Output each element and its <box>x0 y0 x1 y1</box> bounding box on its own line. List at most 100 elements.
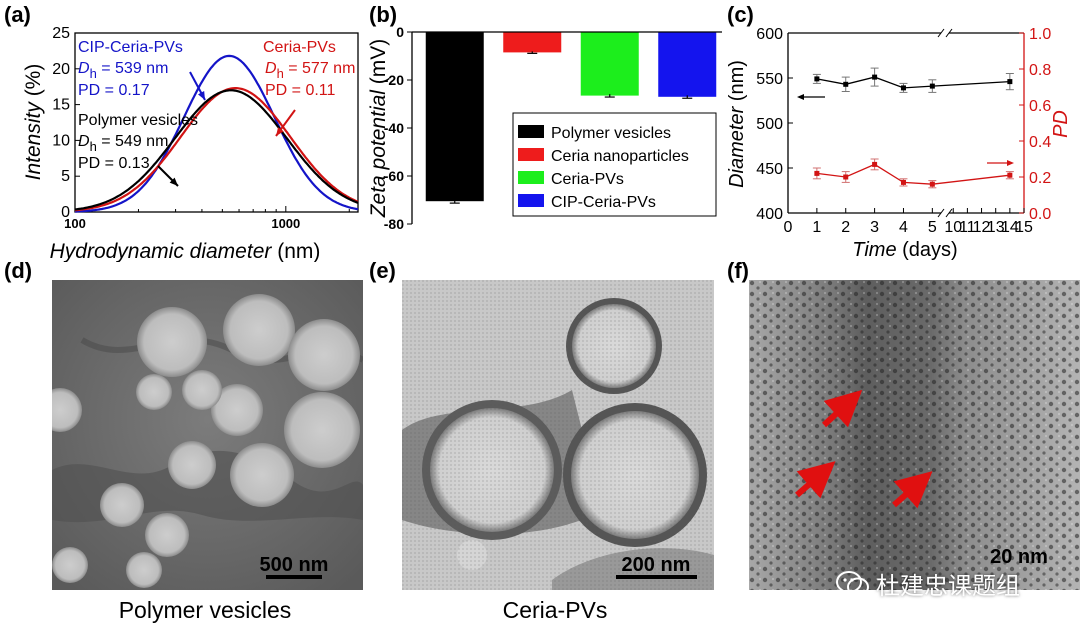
caption-polymer-vesicles: Polymer vesicles <box>118 597 292 623</box>
bar <box>425 32 484 202</box>
y-tick-label: 20 <box>52 61 70 78</box>
annotation-arrowhead <box>276 127 284 136</box>
y-tick-label: -60 <box>384 168 404 184</box>
y2-tick-label: 0.0 <box>1029 206 1051 223</box>
legend-swatch <box>518 148 544 161</box>
axis-indicator-arrowhead <box>797 94 804 100</box>
y-tick-label: 15 <box>52 97 70 114</box>
y-axis-label: Intensity (%) <box>22 64 45 181</box>
legend-label: Polymer vesicles <box>551 125 671 142</box>
panel-label-c: (c) <box>727 2 754 27</box>
annotation-arrowhead <box>197 91 205 100</box>
legend-swatch <box>518 194 544 207</box>
x-tick-label: 5 <box>928 219 937 236</box>
bar <box>580 32 639 96</box>
y-tick-label: 25 <box>52 25 70 42</box>
panel-label-a: (a) <box>4 2 31 27</box>
annotation-name: Ceria-PVs <box>263 39 336 56</box>
y-tick-label: 500 <box>756 116 783 133</box>
x-tick-label: 15 <box>1015 219 1033 236</box>
annotation-dh: Dh = 577 nm <box>265 60 355 81</box>
axis-indicator-arrowhead <box>1007 160 1014 166</box>
x-tick-label: 1000 <box>271 216 300 231</box>
axis-break <box>937 28 945 38</box>
x-tick-label: 4 <box>899 219 908 236</box>
data-point <box>900 85 906 91</box>
scale-bar-label-e: 200 nm <box>622 554 691 576</box>
panel-label-b: (b) <box>369 2 398 27</box>
scale-bar-label-f: 20 nm <box>990 546 1048 568</box>
tem-image-polymer-vesicles: 500 nm <box>52 280 363 590</box>
wechat-icon <box>836 570 869 596</box>
legend-swatch <box>518 171 544 184</box>
data-point <box>1007 172 1013 178</box>
x-axis-label: Time (days) <box>852 239 957 261</box>
x-tick-label: 0 <box>784 219 793 236</box>
annotation-arrowhead <box>169 177 178 186</box>
legend-label: Ceria nanoparticles <box>551 148 689 165</box>
y2-tick-label: 0.8 <box>1029 62 1051 79</box>
y-tick-label: 550 <box>756 71 783 88</box>
y-tick-label: 5 <box>61 168 70 185</box>
annotation-dh: Dh = 539 nm <box>78 60 168 81</box>
data-point <box>1007 79 1013 85</box>
x-tick-label: 10 <box>944 219 962 236</box>
x-tick-label: 3 <box>870 219 879 236</box>
watermark-text: 杜建忠课题组 <box>876 572 1020 600</box>
x-tick-label: 14 <box>1001 219 1019 236</box>
x-tick-label: 2 <box>841 219 850 236</box>
y2-tick-label: 0.2 <box>1029 170 1051 187</box>
y-tick-label: 450 <box>756 161 783 178</box>
y2-tick-label: 0.6 <box>1029 98 1051 115</box>
y-tick-label: 600 <box>756 26 783 43</box>
axis-break <box>945 208 953 218</box>
y-tick-label: -40 <box>384 120 404 136</box>
annotation-pd: PD = 0.11 <box>265 82 336 99</box>
y2-axis-label: PD <box>1050 110 1072 138</box>
tem-image-hr-membrane: 20 nm <box>749 280 1080 590</box>
x-tick-label: 12 <box>973 219 991 236</box>
bar <box>658 32 717 97</box>
annotation-dh: Dh = 549 nm <box>78 133 168 154</box>
data-point <box>843 174 849 180</box>
data-point <box>929 181 935 187</box>
data-point <box>872 161 878 167</box>
data-point <box>929 83 935 89</box>
series-line <box>75 54 359 213</box>
y2-tick-label: 1.0 <box>1029 26 1051 43</box>
watermark: 杜建忠课题组 <box>836 566 1020 601</box>
legend-label: CIP-Ceria-PVs <box>551 194 656 211</box>
x-tick-label: 11 <box>959 219 976 236</box>
y2-tick-label: 0.4 <box>1029 134 1051 151</box>
axis-break <box>945 28 953 38</box>
y-tick-label: 400 <box>756 206 783 223</box>
legend-box <box>512 112 717 217</box>
y-axis-label: Zeta potential (mV) <box>367 39 390 219</box>
panel-label-e: (e) <box>369 258 396 283</box>
annotation-pd: PD = 0.13 <box>78 155 150 172</box>
y-tick-label: -80 <box>384 216 404 232</box>
data-point <box>843 81 849 87</box>
panel-label-d: (d) <box>4 258 33 283</box>
x-tick-label: 13 <box>987 219 1005 236</box>
legend-label: Ceria-PVs <box>551 171 624 188</box>
chart-a-dls-distribution: 0 5 10 15 20 25 100 1000 Hydrodynamic diameter (… <box>22 25 359 262</box>
annotation-name: CIP-Ceria-PVs <box>78 39 183 56</box>
annotation-name: Polymer vesicles <box>78 112 198 129</box>
x-tick-label: 100 <box>64 216 86 231</box>
series-line <box>816 76 1010 89</box>
scale-bar-label-d: 500 nm <box>260 554 329 576</box>
data-point <box>814 170 820 176</box>
y-tick-label: 0 <box>61 204 70 221</box>
y-tick-label: 0 <box>396 24 404 40</box>
axis-break <box>937 208 945 218</box>
bar <box>503 32 562 53</box>
panel-label-f: (f) <box>727 258 749 283</box>
y-axis-label: Diameter (nm) <box>726 60 748 188</box>
data-point <box>872 74 878 80</box>
plot-frame <box>74 32 359 213</box>
x-tick-label: 1 <box>812 219 821 236</box>
data-point <box>900 179 906 185</box>
